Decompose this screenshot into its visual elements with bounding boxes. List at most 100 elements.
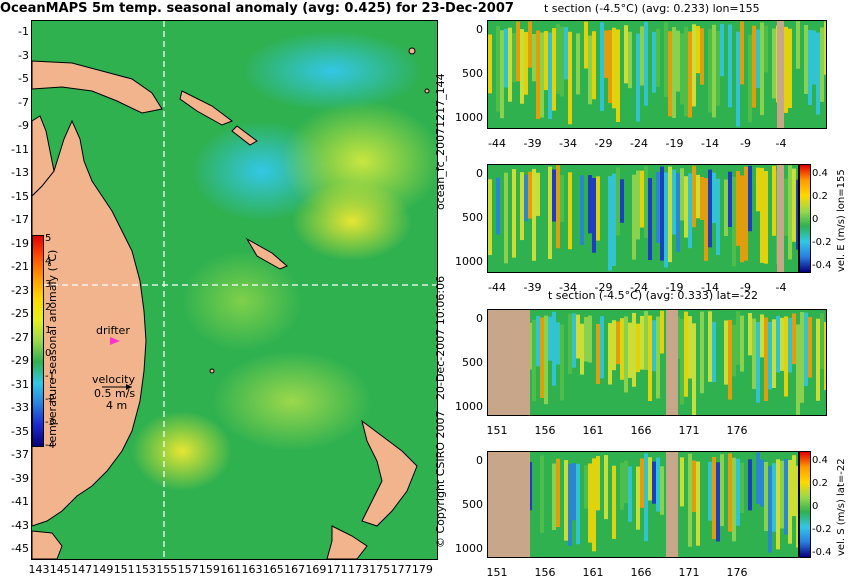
section-stripe	[504, 172, 508, 264]
section-x-tick-label: 171	[678, 424, 700, 437]
section-stripe	[628, 176, 632, 260]
section-stripe	[580, 27, 584, 116]
section-stripe	[724, 24, 728, 73]
section-stripe	[820, 27, 824, 102]
section-stripe	[684, 26, 688, 117]
section-stripe	[804, 312, 808, 386]
map-y-tick-label: -31	[11, 377, 29, 391]
section-stripe	[760, 22, 764, 116]
section-stripe	[712, 172, 716, 224]
section-stripe	[752, 179, 756, 256]
section-stripe	[564, 460, 568, 541]
section-stripe	[748, 34, 752, 123]
section-1-panel[interactable]	[487, 20, 827, 129]
section-stripe	[512, 169, 516, 258]
section-stripe	[648, 315, 652, 402]
section-stripe	[492, 168, 496, 260]
section-stripe	[628, 466, 632, 522]
map-y-tick-label: -1	[18, 25, 29, 38]
section-stripe	[620, 462, 624, 510]
section-stripe	[724, 179, 728, 236]
section-stripe	[788, 459, 792, 544]
section-stripe	[568, 31, 572, 125]
section-stripe	[600, 176, 604, 226]
anomaly-map[interactable]: 5 4 3 2 1 0 -1 -2 -3 -4 temperature seasonal anom…	[31, 20, 438, 560]
map-x-tick-label: 153	[135, 563, 156, 576]
section-stripe	[648, 178, 652, 261]
section-stripe	[704, 22, 708, 102]
solomon-islands	[179, 90, 234, 126]
map-colorbar-tick: -3	[45, 417, 55, 428]
section-stripe	[640, 26, 644, 86]
section-stripe	[624, 170, 628, 265]
section-stripe	[792, 24, 796, 120]
section-stripe	[628, 31, 632, 89]
map-colorbar-tick: 0	[45, 348, 52, 359]
map-y-tick-label: -41	[11, 495, 29, 508]
section-stripe	[596, 29, 600, 97]
section-stripe	[616, 29, 620, 122]
section-stripe	[564, 324, 568, 415]
section-stripe	[660, 23, 664, 115]
section-x-tick-label: 151	[486, 424, 508, 437]
section-stripe	[540, 455, 544, 534]
section-stripe	[588, 175, 592, 234]
section-stripe	[564, 27, 568, 80]
map-x-tick-label: 159	[198, 563, 220, 576]
section-x-tick-label: 161	[582, 566, 604, 579]
vel-colorbar-tick: 0.4	[812, 168, 828, 179]
map-y-tick-label: -11	[11, 142, 29, 156]
map-colorbar-tick: 2	[45, 302, 52, 313]
section-stripe	[620, 26, 624, 105]
section-stripe	[548, 32, 552, 119]
section-4-panel[interactable]	[487, 451, 799, 558]
section-stripe	[560, 26, 564, 97]
section-stripe	[576, 463, 580, 545]
section-stripe	[808, 30, 812, 106]
section-stripe	[740, 315, 744, 372]
section-stripe	[748, 459, 752, 511]
section-stripe	[576, 314, 580, 359]
section-1-title: t section (-4.5°C) (avg: 0.233) lon=155	[544, 2, 760, 15]
section-stripe	[556, 322, 560, 365]
section-stripe	[800, 312, 804, 403]
section-stripe	[772, 319, 776, 388]
section-stripe	[680, 457, 684, 507]
section-stripe	[548, 166, 552, 260]
section-stripe	[596, 176, 600, 241]
section-stripe	[496, 177, 500, 235]
section-stripe	[572, 31, 576, 85]
section-stripe	[760, 314, 764, 358]
map-y-tick-label: -19	[11, 236, 29, 250]
section-stripe	[560, 324, 564, 401]
map-x-tick-label: 175	[369, 563, 391, 576]
map-colorbar-tick: 1	[45, 325, 52, 336]
section-stripe	[616, 321, 620, 365]
section-stripe	[532, 319, 536, 402]
new-zealand-north	[361, 419, 418, 527]
section-stripe	[656, 457, 660, 512]
vel-colorbar-tick: -0.4	[812, 547, 832, 558]
section-2-panel[interactable]	[487, 164, 799, 273]
section-x-tick-label: 176	[726, 424, 748, 437]
section-stripe	[696, 324, 700, 415]
new-caledonia	[245, 237, 288, 270]
section-stripe	[552, 28, 556, 111]
section-3-panel[interactable]	[487, 309, 827, 416]
section-stripe	[572, 463, 576, 521]
section-stripe	[784, 26, 788, 113]
section-stripe	[652, 31, 656, 93]
section-x-tick-label: -29	[594, 137, 613, 150]
map-y-tick-label: -3	[18, 48, 29, 62]
section-stripe	[648, 457, 652, 501]
vel-e-colorbar	[799, 164, 811, 273]
section-stripe	[816, 32, 820, 115]
map-colorbar-label: temperature seasonal anomaly (°C)	[46, 249, 59, 447]
section-land	[488, 310, 530, 415]
forecast-id-label: ocean_fc_20071217_144	[434, 73, 447, 210]
section-stripe	[652, 168, 656, 225]
section-x-tick-label: 176	[726, 566, 748, 579]
section-stripe	[608, 30, 612, 104]
map-x-tick-label: 149	[92, 563, 114, 576]
section-stripe	[716, 462, 720, 542]
